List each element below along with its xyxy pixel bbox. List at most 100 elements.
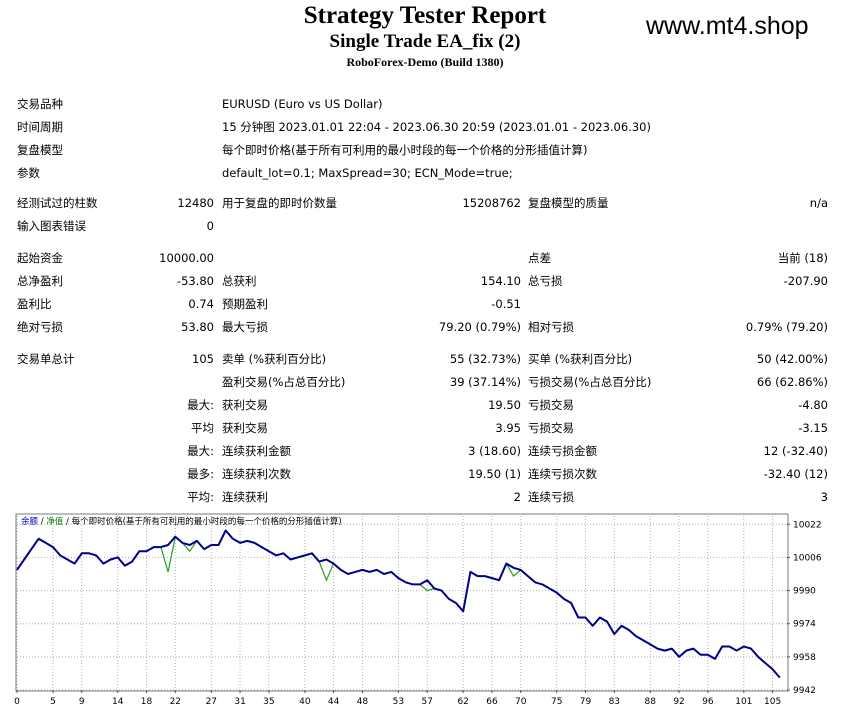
chart-marks — [16, 529, 781, 679]
x-tick-label: 96 — [702, 697, 714, 707]
equity-line-segment — [182, 540, 198, 553]
spread-value: 当前 (18) — [777, 251, 828, 265]
params-value: default_lot=0.1; MaxSpread=30; ECN_Mode=… — [222, 166, 513, 180]
x-tick-label: 70 — [515, 697, 527, 707]
abs-drawdown-value: 53.80 — [181, 320, 214, 334]
max-cons-wins-value: 3 (18.60) — [468, 444, 521, 458]
period-value: 15 分钟图 2023.01.01 22:04 - 2023.06.30 20:… — [222, 120, 651, 134]
gross-loss-value: -207.90 — [783, 274, 828, 288]
legend-model: 每个即时价格(基于所有可利用的最小时段的每一个价格的分形插值计算) — [72, 516, 342, 527]
x-tick-label: 88 — [645, 697, 657, 707]
report-server: RoboForex-Demo (Build 1380) — [346, 55, 504, 69]
x-tick-label: 92 — [673, 697, 684, 707]
legend-separator: / — [38, 517, 46, 527]
chart-frame — [15, 513, 789, 692]
short-positions-value: 55 (32.73%) — [449, 352, 521, 366]
y-tick-label: 9990 — [793, 587, 816, 597]
max-cons-losses-label: 连续亏损金额 — [528, 444, 597, 458]
expected-payoff-label: 预期盈利 — [222, 297, 268, 311]
max-prefix: 最大: — [187, 444, 214, 458]
x-tick-label: 48 — [357, 697, 369, 707]
net-profit-label: 总净盈利 — [17, 274, 63, 288]
rel-drawdown-value: 0.79% (79.20) — [745, 320, 828, 334]
y-tick-label: 9974 — [793, 620, 816, 630]
x-tick-label: 27 — [206, 697, 217, 707]
legend-separator: / — [63, 517, 71, 527]
loss-trades-label: 亏损交易(%占总百分比) — [528, 375, 652, 389]
profit-factor-value: 0.74 — [188, 297, 214, 311]
deposit-label: 起始资金 — [17, 251, 63, 265]
x-tick-label: 105 — [764, 697, 781, 707]
equity-line-segment — [419, 583, 435, 592]
y-tick-label: 10006 — [793, 553, 822, 563]
ticks-value: 15208762 — [462, 196, 521, 210]
x-tick-label: 62 — [457, 697, 468, 707]
x-tick-label: 53 — [393, 697, 404, 707]
average-loss-label: 亏损交易 — [528, 421, 574, 435]
x-tick-label: 22 — [170, 697, 181, 707]
gross-profit-label: 总获利 — [222, 274, 257, 288]
report-subtitle: Single Trade EA_fix (2) — [329, 31, 521, 52]
equity-line-segment — [505, 563, 522, 578]
symbol-label: 交易品种 — [17, 97, 63, 111]
x-tick-label: 66 — [486, 697, 498, 707]
maximal-cons-loss-label: 连续亏损次数 — [528, 467, 597, 481]
profit-factor-label: 盈利比 — [17, 297, 52, 311]
maximal-cons-profit-value: 19.50 (1) — [468, 467, 521, 481]
largest-loss-value: -4.80 — [798, 398, 828, 412]
avg-cons-losses-label: 连续亏损 — [528, 490, 574, 504]
maximal-cons-profit-label: 连续获利次数 — [222, 467, 291, 481]
largest-profit-label: 获利交易 — [222, 398, 268, 412]
watermark-text: www.mt4.shop — [646, 12, 809, 40]
chart-legend: 余额 / 净值 / 每个即时价格(基于所有可利用的最小时段的每一个价格的分形插值… — [21, 516, 342, 527]
errors-value: 0 — [206, 219, 214, 233]
legend-balance: 余额 — [21, 516, 39, 527]
period-label: 时间周期 — [17, 120, 63, 134]
y-tick-label: 10022 — [793, 520, 822, 530]
params-label: 参数 — [17, 166, 40, 180]
y-tick-label: 9958 — [793, 653, 816, 663]
profit-trades-value: 39 (37.14%) — [449, 375, 521, 389]
x-tick-label: 79 — [580, 697, 592, 707]
average-prefix: 平均 — [191, 421, 214, 435]
x-tick-label: 9 — [79, 697, 85, 707]
max-cons-wins-label: 连续获利金额 — [222, 444, 291, 458]
x-tick-label: 75 — [551, 697, 562, 707]
x-tick-label: 44 — [328, 697, 340, 707]
y-tick-label: 9942 — [793, 686, 816, 696]
legend-equity: 净值 — [46, 516, 64, 527]
total-trades-label: 交易单总计 — [17, 352, 75, 366]
quality-value: n/a — [809, 196, 828, 210]
symbol-value: EURUSD (Euro vs US Dollar) — [222, 97, 383, 111]
max-drawdown-label: 最大亏损 — [222, 320, 268, 334]
max-drawdown-value: 79.20 (0.79%) — [438, 320, 521, 334]
largest-loss-label: 亏损交易 — [528, 398, 574, 412]
max-cons-losses-value: 12 (-32.40) — [763, 444, 828, 458]
long-positions-value: 50 (42.00%) — [756, 352, 828, 366]
x-tick-label: 35 — [263, 697, 274, 707]
errors-label: 输入图表错误 — [17, 219, 86, 233]
loss-trades-value: 66 (62.86%) — [756, 375, 828, 389]
average-profit-value: 3.95 — [495, 421, 521, 435]
x-tick-label: 5 — [50, 697, 56, 707]
gross-profit-value: 154.10 — [480, 274, 521, 288]
chart-grid — [16, 516, 787, 691]
maximal-cons-loss-value: -32.40 (12) — [763, 467, 828, 481]
x-tick-label: 14 — [112, 697, 124, 707]
avg-prefix: 平均: — [187, 490, 214, 504]
chart-ticks: 0 5 9 14 18 22 27 31 35 40 44 48 53 57 62 66 70 75 79 83 88 9… — [14, 520, 822, 707]
equity-line-segment — [318, 561, 335, 582]
rel-drawdown-label: 相对亏损 — [528, 320, 574, 334]
ticks-label: 用于复盘的即时价数量 — [222, 196, 337, 210]
deposit-value: 10000.00 — [159, 251, 214, 265]
abs-drawdown-label: 绝对亏损 — [17, 320, 63, 334]
gross-loss-label: 总亏损 — [528, 274, 563, 288]
avg-cons-wins-value: 2 — [513, 490, 521, 504]
bars-label: 经测试过的柱数 — [17, 196, 98, 210]
balance-line — [16, 529, 781, 679]
x-tick-label: 83 — [609, 697, 620, 707]
expected-payoff-value: -0.51 — [491, 297, 521, 311]
x-tick-label: 40 — [299, 697, 311, 707]
x-tick-label: 57 — [421, 697, 432, 707]
largest-profit-value: 19.50 — [488, 398, 521, 412]
